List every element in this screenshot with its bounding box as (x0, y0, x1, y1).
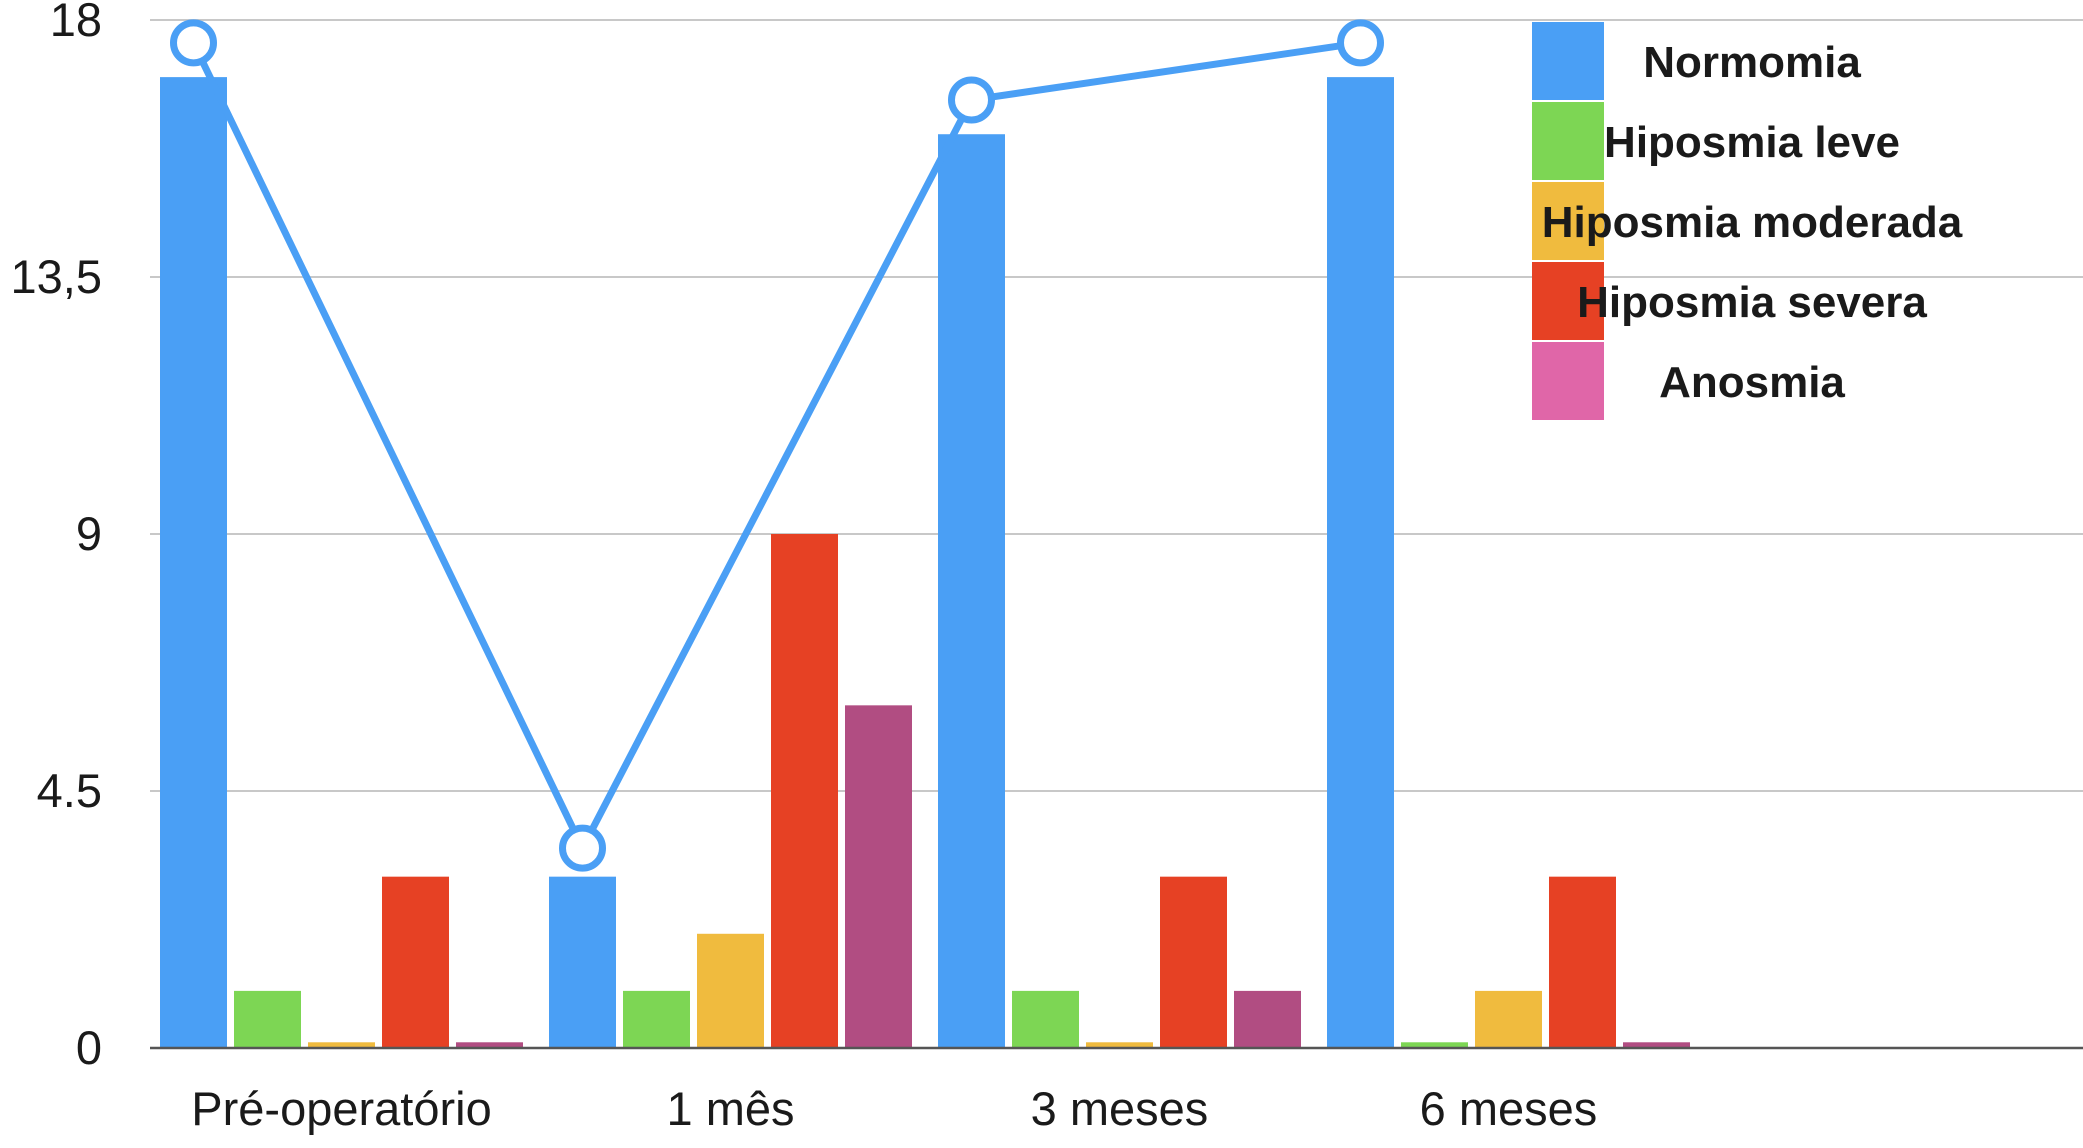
legend-label: Hiposmia moderada (1542, 198, 1963, 247)
bar (382, 876, 449, 1048)
line-point (1337, 19, 1384, 67)
bar (234, 990, 301, 1048)
bar (1401, 1042, 1468, 1048)
bar (771, 534, 838, 1048)
x-tick-label: 3 meses (1031, 1082, 1209, 1135)
bar (697, 933, 764, 1048)
y-tick-label: 9 (76, 507, 102, 560)
y-tick-label: 4.5 (37, 764, 102, 817)
bar (456, 1042, 523, 1048)
legend-label: Anosmia (1659, 358, 1845, 407)
grid-layer (150, 19, 2083, 792)
bar (308, 1042, 375, 1048)
legend-swatch (1532, 262, 1604, 340)
x-tick-label: 6 meses (1420, 1082, 1598, 1135)
axis-layer: 0 4.5 9 13,5 18 Pré-operatório 1 mês 3 meses 6 m… (11, 0, 2083, 1135)
bar (1549, 876, 1616, 1048)
bar (1160, 876, 1227, 1048)
legend-swatch (1532, 22, 1604, 100)
bar (1623, 1042, 1690, 1048)
line-layer (170, 19, 1384, 872)
bar (549, 876, 616, 1048)
legend-label: Hiposmia severa (1577, 278, 1927, 327)
legend-swatch (1532, 342, 1604, 420)
bar (1012, 990, 1079, 1048)
legend-swatch (1532, 182, 1604, 260)
line-point (559, 824, 606, 872)
bar (1234, 990, 1301, 1048)
y-tick-label: 13,5 (11, 250, 102, 303)
x-tick-label: 1 mês (667, 1082, 795, 1135)
bar (160, 77, 227, 1049)
legend-label: Hiposmia leve (1604, 118, 1900, 167)
bar (1327, 77, 1394, 1049)
line-point (170, 19, 217, 67)
y-tick-label: 18 (50, 0, 102, 46)
legend-swatch (1532, 102, 1604, 180)
bar (1086, 1042, 1153, 1048)
bar (623, 990, 690, 1048)
x-tick-label: Pré-operatório (191, 1082, 491, 1135)
line-series (190, 39, 1362, 852)
y-tick-label: 0 (76, 1021, 102, 1074)
bar (938, 134, 1005, 1048)
bar-layer (160, 77, 1690, 1049)
line-point (948, 76, 995, 124)
legend: Normomia Hiposmia leve Hiposmia moderada Hi… (1532, 22, 1963, 420)
bar (1475, 990, 1542, 1048)
legend-label: Normomia (1643, 38, 1861, 87)
bar (845, 705, 912, 1048)
